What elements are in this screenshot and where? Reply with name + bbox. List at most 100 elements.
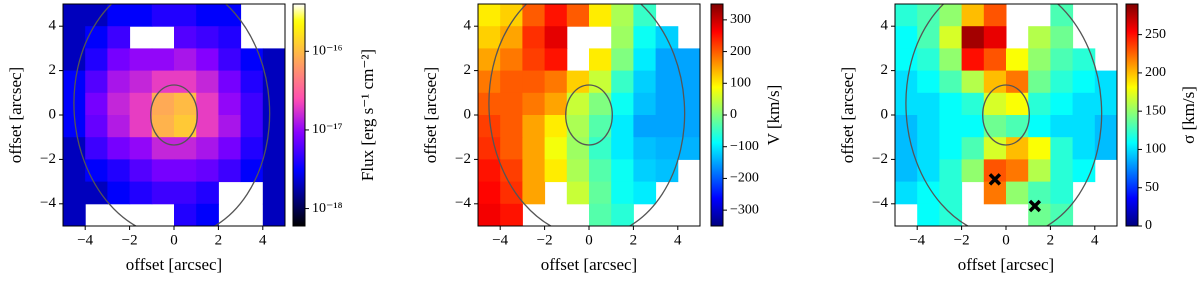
cell bbox=[1050, 159, 1074, 183]
colorbar-tick-label: 0 bbox=[730, 107, 737, 122]
cell bbox=[566, 115, 590, 138]
cell bbox=[1028, 48, 1051, 72]
cell bbox=[544, 92, 568, 116]
cell bbox=[1050, 92, 1074, 116]
cell bbox=[633, 26, 657, 49]
cell bbox=[939, 70, 963, 94]
colorbar bbox=[710, 3, 724, 227]
cell bbox=[522, 137, 546, 160]
cell bbox=[196, 159, 219, 183]
cell bbox=[85, 181, 108, 205]
cell bbox=[983, 137, 1007, 160]
colorbar-tick-label: −300 bbox=[730, 202, 759, 217]
cell bbox=[895, 70, 918, 94]
cell bbox=[129, 92, 153, 116]
cell bbox=[566, 159, 590, 183]
colorbar-tick-label: 10⁻¹⁷ bbox=[312, 122, 343, 137]
cell bbox=[174, 159, 197, 183]
cell bbox=[85, 115, 108, 138]
outer-contour bbox=[73, 4, 271, 226]
cell bbox=[500, 203, 523, 226]
cell bbox=[655, 159, 679, 183]
cell bbox=[544, 159, 568, 183]
cell bbox=[917, 181, 940, 205]
cell bbox=[151, 137, 175, 160]
cell bbox=[1094, 92, 1117, 116]
cell bbox=[107, 70, 131, 94]
cell bbox=[655, 70, 679, 94]
cell bbox=[500, 70, 523, 94]
cell bbox=[566, 137, 590, 160]
cell bbox=[85, 70, 108, 94]
cell bbox=[939, 48, 963, 72]
cell bbox=[129, 4, 153, 27]
cell bbox=[917, 137, 940, 160]
cell bbox=[1050, 70, 1074, 94]
cell bbox=[1028, 115, 1051, 138]
cell bbox=[917, 70, 940, 94]
cell bbox=[1072, 159, 1096, 183]
cell bbox=[85, 48, 108, 72]
cell bbox=[655, 137, 679, 160]
cell bbox=[1094, 70, 1117, 94]
cell bbox=[677, 70, 700, 94]
cell bbox=[240, 159, 264, 183]
cell bbox=[983, 115, 1007, 138]
plot-area bbox=[895, 4, 1117, 226]
cell bbox=[174, 4, 197, 27]
y-tick-label: 2 bbox=[49, 62, 57, 78]
cell bbox=[961, 159, 985, 183]
cell bbox=[63, 70, 86, 94]
cell bbox=[983, 26, 1007, 49]
cell bbox=[566, 4, 590, 27]
cell bbox=[478, 26, 501, 49]
cell bbox=[522, 26, 546, 49]
y-tick-label: 4 bbox=[49, 18, 57, 34]
cell bbox=[983, 48, 1007, 72]
cell bbox=[1050, 137, 1074, 160]
cell bbox=[1028, 159, 1051, 183]
cell bbox=[1094, 137, 1117, 160]
inner-contour bbox=[982, 84, 1030, 146]
cell bbox=[107, 48, 131, 72]
cell bbox=[107, 115, 131, 138]
cell bbox=[633, 4, 657, 27]
cell bbox=[262, 137, 285, 160]
cell bbox=[196, 115, 219, 138]
cell bbox=[895, 48, 918, 72]
cell bbox=[107, 181, 131, 205]
cell bbox=[961, 70, 985, 94]
colorbar bbox=[292, 3, 306, 227]
x-axis-label: offset [arcsec] bbox=[126, 255, 222, 274]
cell bbox=[983, 4, 1007, 27]
cell bbox=[961, 48, 985, 72]
cell bbox=[240, 115, 264, 138]
cell bbox=[151, 92, 175, 116]
cell bbox=[589, 48, 612, 72]
cell bbox=[1050, 181, 1074, 205]
colorbar-label: σ [km/s] bbox=[1179, 86, 1198, 144]
cell bbox=[611, 70, 634, 94]
cell bbox=[129, 70, 153, 94]
colorbar-tick-label: 150 bbox=[1145, 103, 1166, 118]
cell bbox=[677, 92, 700, 116]
cell bbox=[174, 92, 197, 116]
cell bbox=[1028, 181, 1051, 205]
cell bbox=[939, 181, 963, 205]
cell bbox=[917, 4, 940, 27]
y-tick-label: −2 bbox=[455, 151, 471, 167]
cell bbox=[174, 70, 197, 94]
cell bbox=[240, 92, 264, 116]
cell bbox=[611, 159, 634, 183]
cell bbox=[196, 181, 219, 205]
cell bbox=[262, 203, 285, 226]
x-tick-label: −4 bbox=[909, 232, 925, 248]
outer-contour bbox=[905, 4, 1103, 226]
cell bbox=[655, 92, 679, 116]
cell bbox=[895, 159, 918, 183]
cell bbox=[677, 137, 700, 160]
cell bbox=[939, 92, 963, 116]
colorbar-tick-label: 10⁻¹⁶ bbox=[312, 44, 343, 59]
cell bbox=[544, 48, 568, 72]
colorbar-tick-label: 0 bbox=[1145, 218, 1152, 233]
